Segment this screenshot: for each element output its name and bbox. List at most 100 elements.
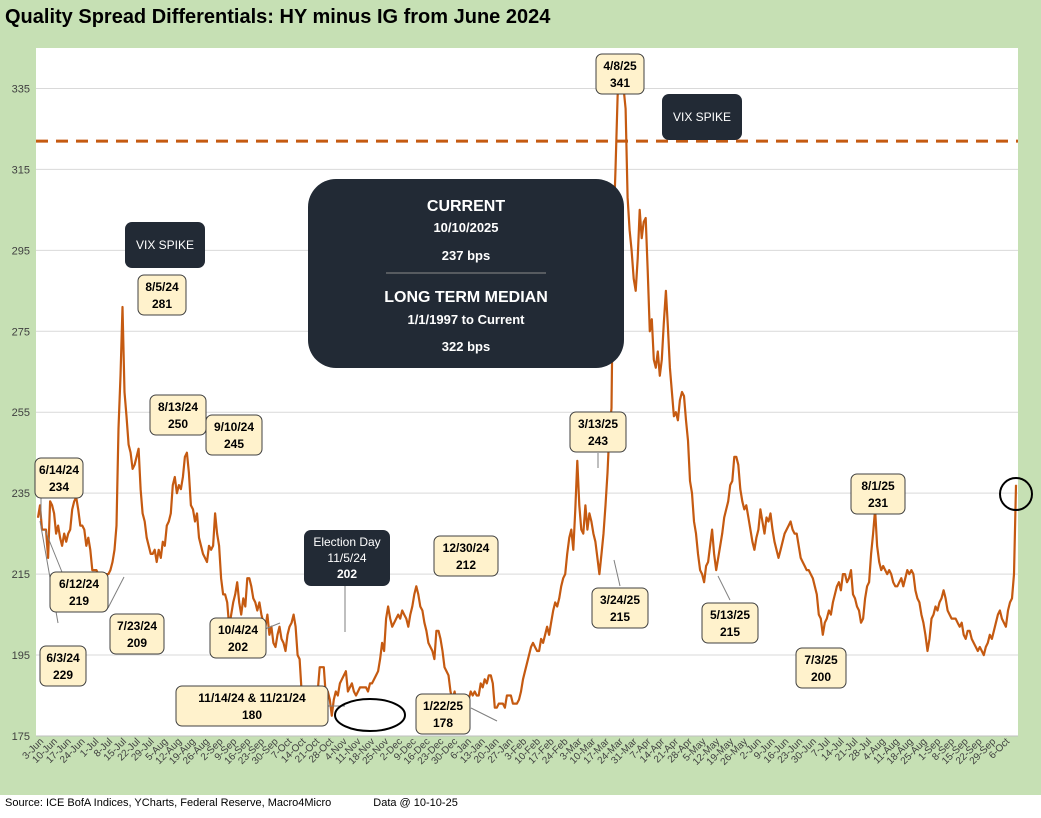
callout-date: 6/12/24 (59, 577, 99, 591)
data-point (512, 703, 514, 705)
data-point (482, 686, 484, 689)
data-point (435, 630, 438, 632)
data-point (413, 593, 415, 595)
data-point (731, 480, 733, 482)
dark-label: VIX SPIKE (125, 222, 205, 268)
data-point (930, 618, 933, 620)
data-point (1011, 597, 1013, 600)
y-tick-label: 235 (12, 488, 30, 500)
data-point (844, 573, 846, 575)
data-point (176, 492, 178, 494)
data-point (920, 613, 923, 616)
callout-label: 4/8/25 341 (595, 53, 645, 95)
data-point (961, 622, 963, 624)
data-point (685, 419, 687, 421)
data-point (142, 512, 144, 515)
data-point (347, 690, 349, 693)
data-point (802, 561, 804, 563)
data-point (472, 694, 474, 697)
data-point (629, 229, 631, 231)
data-point (449, 690, 452, 693)
callout-value: 180 (242, 708, 262, 722)
data-point (39, 504, 41, 506)
data-point (701, 573, 703, 575)
data-point (212, 545, 214, 547)
data-point (564, 573, 566, 575)
data-point (278, 626, 281, 628)
data-point (856, 605, 858, 608)
data-point (188, 472, 190, 474)
callout-date: 5/13/25 (710, 608, 750, 622)
data-point (725, 508, 727, 510)
data-point (884, 569, 886, 571)
data-point (759, 508, 762, 510)
callout-box (795, 647, 847, 689)
callout-label: 5/13/25 215 (701, 602, 759, 644)
callout-box (137, 274, 187, 316)
data-point (146, 537, 148, 539)
data-point (842, 573, 844, 575)
data-point (258, 601, 260, 604)
data-point (647, 269, 649, 272)
data-point (373, 678, 375, 680)
data-point (898, 581, 900, 583)
data-point (506, 694, 508, 697)
data-point (190, 504, 192, 506)
data-point (156, 561, 158, 563)
data-point (769, 512, 772, 515)
data-point (232, 601, 234, 604)
data-point (866, 585, 868, 587)
callout-value: 231 (868, 496, 888, 510)
data-point (333, 698, 335, 701)
data-point (172, 484, 174, 486)
data-point (290, 622, 293, 624)
callout-box (39, 645, 87, 687)
data-point (107, 573, 110, 575)
dark-label-box (125, 222, 205, 268)
callout-box (209, 617, 267, 659)
data-point (705, 565, 707, 567)
data-point (321, 666, 323, 668)
data-point (574, 508, 576, 510)
data-point (192, 508, 194, 510)
data-point (788, 524, 790, 527)
data-point (138, 448, 140, 450)
data-point (55, 533, 57, 535)
leader-line (470, 707, 498, 722)
callout-box (701, 602, 759, 644)
data-point (260, 613, 262, 616)
data-point (834, 593, 836, 595)
callout-label: 10/4/24 202 (209, 617, 267, 659)
data-point (280, 638, 283, 640)
data-point (154, 549, 156, 551)
data-point (870, 553, 872, 555)
data-point (719, 545, 721, 547)
data-point (616, 95, 619, 98)
data-point (691, 492, 693, 494)
data-point (150, 553, 152, 555)
data-point (614, 168, 617, 171)
summary-box: CURRENT 10/10/2025 237 bps LONG TERM MEDIAN… (308, 179, 624, 368)
data-point (530, 646, 532, 648)
data-point (37, 516, 39, 519)
data-point (359, 686, 361, 689)
data-point (411, 605, 413, 608)
callout-box (205, 414, 263, 456)
data-point (900, 577, 902, 579)
data-point (880, 569, 882, 571)
data-point (73, 500, 75, 502)
data-point (409, 613, 411, 616)
data-point (562, 577, 564, 579)
data-point (858, 609, 860, 612)
callout-box (850, 473, 906, 515)
data-point (164, 545, 166, 547)
data-point (983, 654, 985, 656)
data-point (292, 613, 295, 616)
data-point (800, 557, 802, 559)
data-point (160, 557, 162, 559)
data-point (971, 638, 973, 640)
data-point (751, 541, 753, 543)
data-point (427, 642, 429, 644)
data-point (393, 622, 395, 624)
data-point (852, 593, 854, 595)
